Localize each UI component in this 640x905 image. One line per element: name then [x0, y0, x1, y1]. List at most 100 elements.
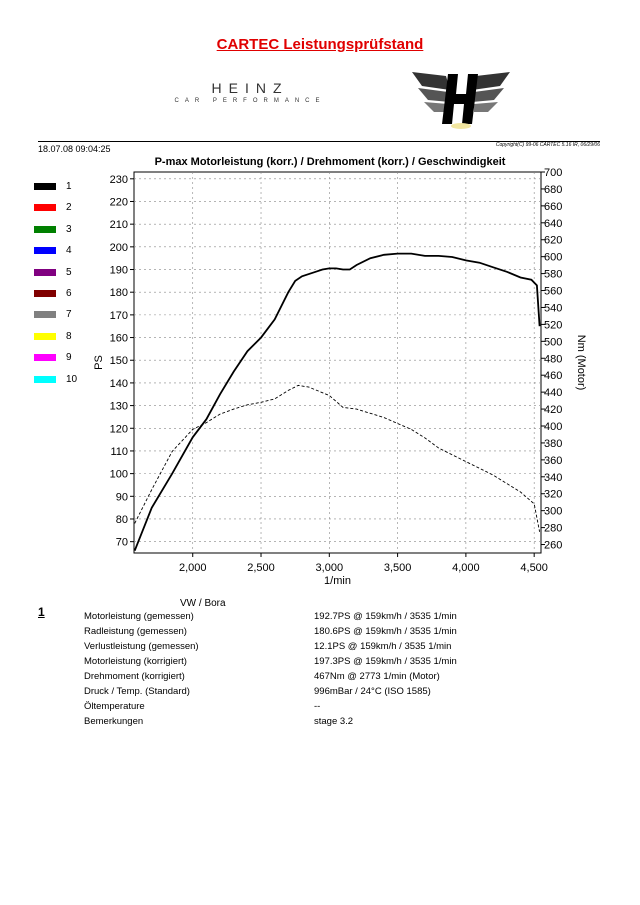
result-row: Bemerkungen stage 3.2	[84, 716, 584, 731]
result-label: Verlustleistung (gemessen)	[84, 641, 199, 652]
timestamp: 18.07.08 09:04:25	[38, 144, 111, 154]
legend-label: 1	[66, 181, 72, 192]
y-left-tick-label: 110	[110, 446, 128, 458]
result-row: Öltemperature --	[84, 701, 584, 716]
power-curve-line	[133, 252, 541, 552]
result-value: 996mBar / 24°C (ISO 1585)	[314, 686, 431, 697]
plot-frame	[133, 171, 542, 554]
y-right-tick-label: 460	[544, 370, 562, 382]
y-right-tick-label: 680	[544, 184, 562, 196]
legend-label: 5	[66, 266, 72, 278]
y-right-tick-label: 360	[544, 455, 562, 467]
result-value: 467Nm @ 2773 1/min (Motor)	[314, 671, 440, 682]
page-title: CARTEC Leistungsprüfstand	[216, 36, 424, 53]
y-right-tick-label: 280	[544, 523, 562, 535]
vehicle-name: VW / Bora	[180, 598, 226, 609]
y-left-tick-label: 150	[110, 355, 128, 367]
y-right-tick-label: 440	[544, 387, 562, 399]
y-left-tick-label: 100	[110, 469, 128, 481]
legend-label: 6	[66, 288, 72, 299]
legend-swatch	[34, 332, 56, 340]
y-right-tick-label: 600	[544, 252, 562, 264]
y-left-tick-label: 230	[110, 174, 128, 186]
legend-label: 7	[66, 309, 72, 321]
y-right-tick-label: 300	[544, 506, 562, 518]
x-tick-label: 3,000	[316, 562, 344, 574]
legend-swatch	[34, 375, 56, 383]
y-left-tick-label: 130	[110, 401, 128, 413]
brand-logo-subtext: CAR PERFORMANCE	[174, 98, 326, 104]
legend-label: 3	[66, 223, 72, 235]
y-right-axis-label: Nm (Motor)	[575, 335, 587, 391]
result-value: 12.1PS @ 159km/h / 3535 1/min	[314, 641, 452, 652]
y-right-tick-label: 340	[544, 472, 562, 484]
x-tick-label: 2,500	[247, 562, 275, 574]
y-left-tick-label: 200	[110, 242, 128, 254]
y-left-tick-label: 70	[116, 537, 128, 549]
result-label: Drehmoment (korrigiert)	[84, 671, 185, 682]
y-right-tick-label: 560	[544, 286, 562, 298]
y-right-tick-label: 320	[544, 489, 562, 501]
x-tick-label: 2,000	[179, 562, 207, 574]
result-value: stage 3.2	[314, 716, 354, 727]
y-right-tick-label: 700	[544, 167, 562, 179]
y-right-tick-label: 540	[544, 302, 562, 314]
y-right-tick-label: 480	[544, 353, 562, 365]
winged-h-logo-icon	[412, 72, 510, 129]
result-row: Motorleistung (korrigiert) 197.3PS @ 159k…	[84, 656, 584, 671]
y-right-tick-label: 400	[544, 421, 562, 433]
legend-swatch	[34, 247, 56, 255]
y-left-tick-label: 90	[116, 491, 128, 503]
y-right-tick-label: 640	[544, 218, 562, 230]
legend-swatch	[34, 268, 56, 276]
result-label: Öltemperature	[84, 701, 145, 712]
x-tick-label: 3,500	[384, 562, 412, 574]
result-label: Motorleistung (gemessen)	[84, 611, 194, 622]
legend-swatch	[34, 290, 56, 297]
legend-swatch	[34, 225, 56, 233]
torque-curve-line	[134, 384, 541, 532]
legend-label: 2	[66, 202, 72, 214]
header-divider	[38, 141, 600, 142]
y-right-tick-label: 380	[544, 438, 562, 450]
result-row: Druck / Temp. (Standard) 996mBar / 24°C (…	[84, 686, 584, 701]
x-axis-label: 1/min	[324, 575, 351, 587]
y-left-tick-label: 220	[110, 196, 128, 208]
x-tick-label: 4,500	[520, 562, 548, 574]
legend-label: 10	[66, 373, 78, 385]
y-left-tick-label: 180	[110, 287, 128, 299]
y-left-tick-label: 210	[110, 219, 128, 231]
legend-swatch	[34, 311, 56, 319]
result-label: Druck / Temp. (Standard)	[84, 686, 190, 697]
result-value: 192.7PS @ 159km/h / 3535 1/min	[314, 611, 457, 622]
result-label: Motorleistung (korrigiert)	[84, 656, 187, 667]
chart-title: P-max Motorleistung (korr.) / Drehmoment…	[154, 156, 506, 168]
y-left-axis-label: PS	[93, 355, 105, 370]
result-value: --	[314, 701, 321, 712]
result-label: Radleistung (gemessen)	[84, 626, 187, 637]
result-value: 197.3PS @ 159km/h / 3535 1/min	[314, 656, 457, 667]
copyright-text: Copyright(C) 99-06 CARTEC 5.16 IR, 06/29…	[495, 142, 600, 148]
result-label: Bemerkungen	[84, 716, 144, 727]
y-right-tick-label: 620	[544, 235, 562, 247]
y-left-tick-label: 170	[110, 310, 128, 322]
legend-swatch	[34, 354, 56, 362]
run-number: 1	[38, 605, 45, 619]
y-left-tick-label: 80	[116, 514, 128, 526]
legend-label: 4	[66, 245, 72, 257]
result-row: Radleistung (gemessen) 180.6PS @ 159km/h …	[84, 626, 584, 641]
result-row: Drehmoment (korrigiert) 467Nm @ 2773 1/mi…	[84, 671, 584, 686]
y-left-tick-label: 140	[110, 378, 128, 390]
result-value: 180.6PS @ 159km/h / 3535 1/min	[314, 626, 457, 637]
legend-swatch	[34, 183, 56, 190]
power-torque-chart: 70 80 90 100 110 120 130 140 150 160 170 180 190 200 2…	[93, 167, 587, 587]
result-row: Motorleistung (gemessen) 192.7PS @ 159km/…	[84, 611, 584, 626]
y-right-tick-label: 260	[544, 540, 562, 552]
legend-label: 8	[66, 330, 72, 342]
y-right-tick-label: 660	[544, 201, 562, 213]
y-right-tick-label: 520	[544, 319, 562, 331]
result-row: Verlustleistung (gemessen) 12.1PS @ 159km…	[84, 641, 584, 656]
legend-swatch	[34, 204, 56, 212]
y-right-tick-label: 580	[544, 269, 562, 281]
brand-logo-text: HEINZ	[211, 80, 289, 96]
